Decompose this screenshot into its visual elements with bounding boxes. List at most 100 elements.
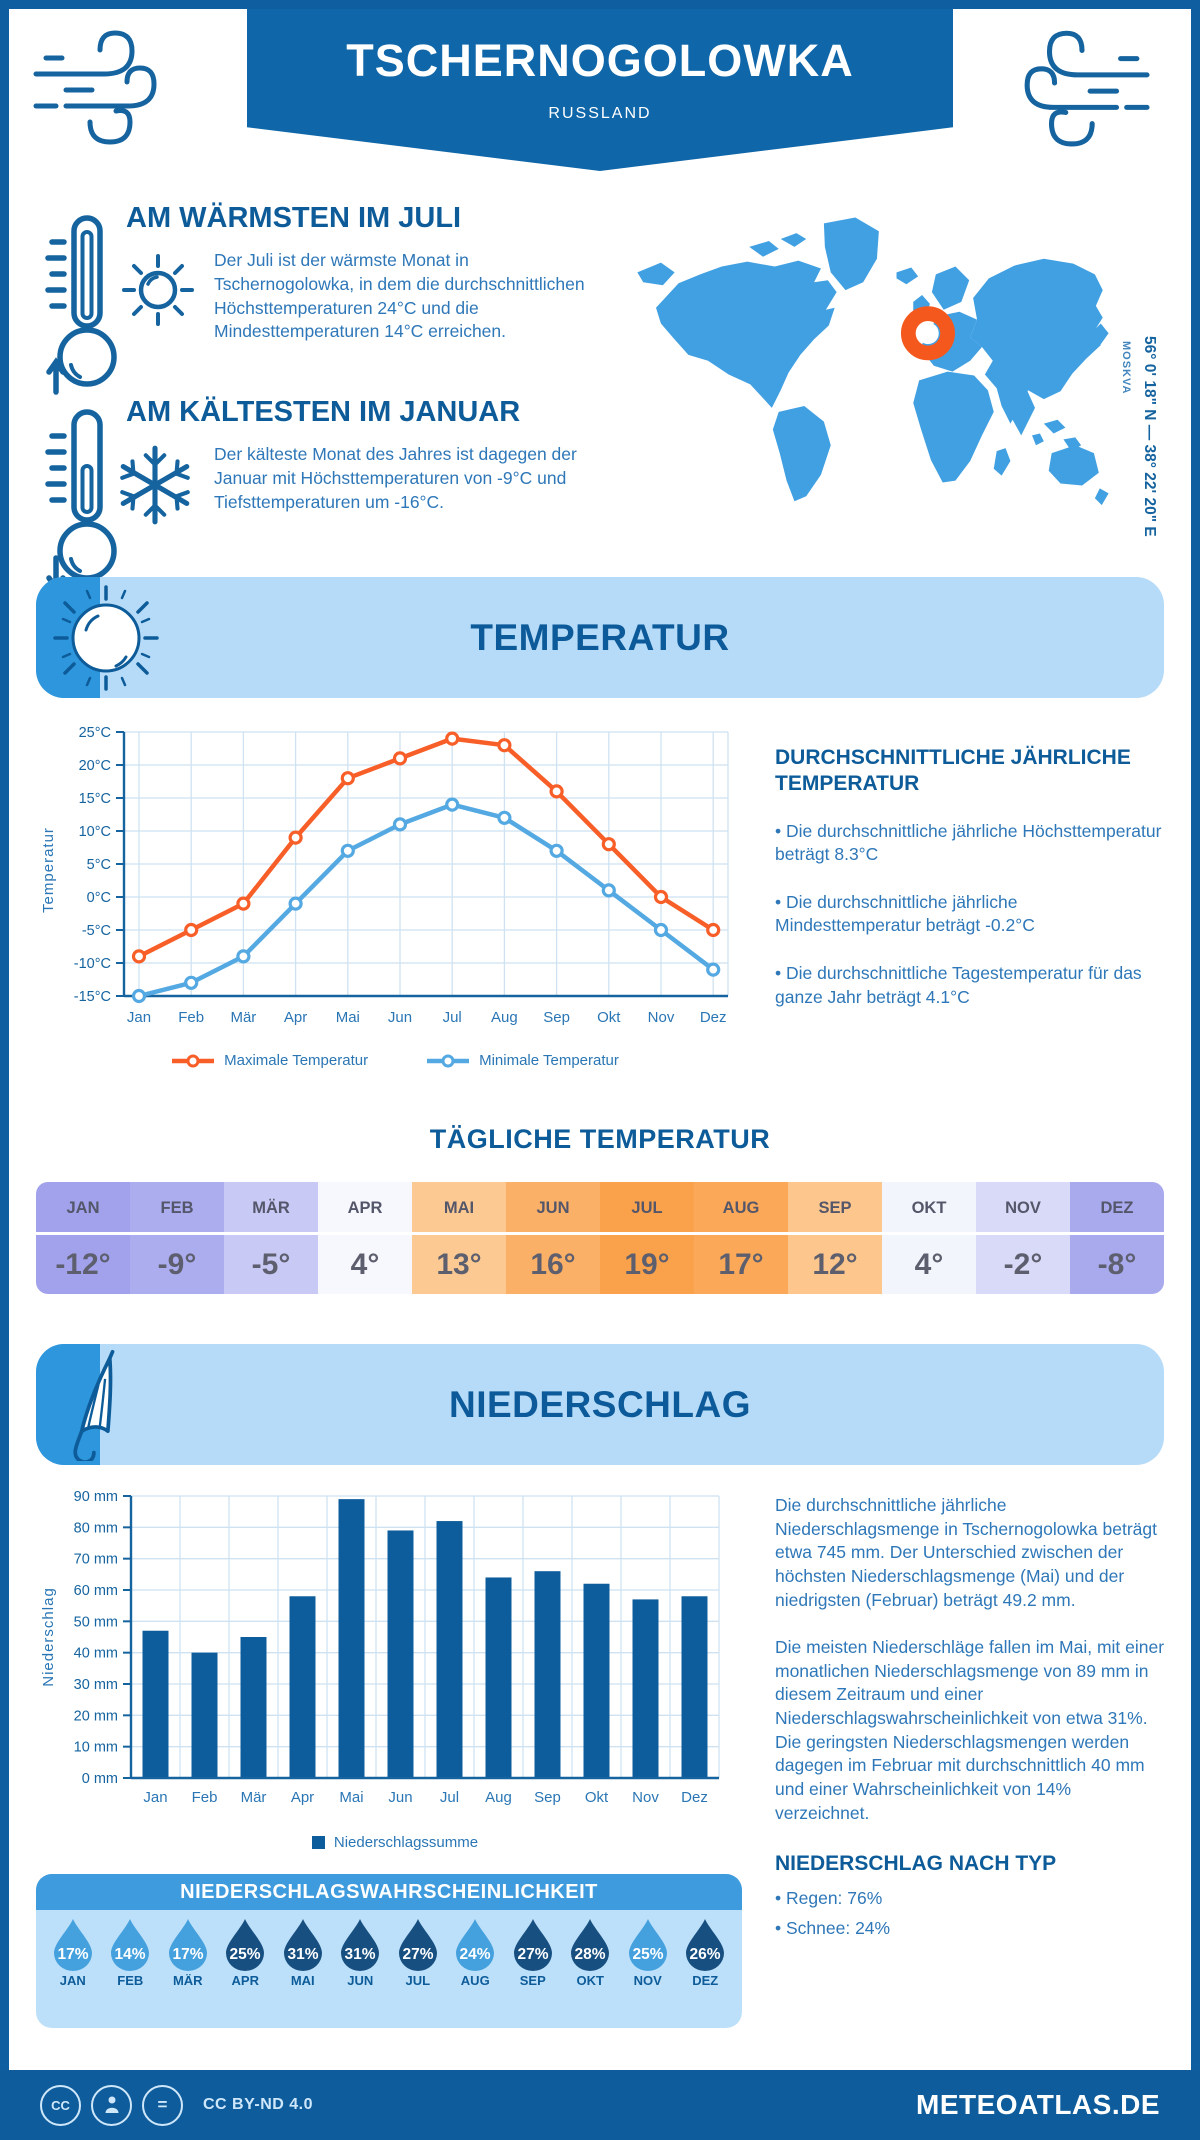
daily-month: JUN	[536, 1199, 570, 1217]
droplet-icon: 14%	[111, 1919, 150, 1971]
svg-text:5°C: 5°C	[87, 857, 111, 873]
legend-item: Maximale Temperatur	[171, 1052, 368, 1069]
droplet-month: MAI	[290, 1973, 315, 1988]
x-tick-Aug: Aug	[485, 1789, 512, 1806]
point-Mai	[340, 771, 355, 786]
droplet-month: AUG	[460, 1973, 490, 1988]
annual-temperature-block: DURCHSCHNITTLICHE JÄHRLICHE TEMPERATUR •…	[775, 745, 1167, 1009]
svg-text:-15°C: -15°C	[74, 989, 111, 1005]
daily-cell-SEP: SEP 12°	[788, 1182, 882, 1294]
x-tick-Feb: Feb	[192, 1789, 218, 1806]
daily-value: -2°	[1003, 1247, 1043, 1281]
droplet-icon: 27%	[513, 1919, 552, 1971]
svg-text:25%: 25%	[632, 1946, 663, 1963]
svg-text:-10°C: -10°C	[74, 956, 111, 972]
droplet-month: JAN	[59, 1973, 86, 1988]
continents	[637, 217, 1109, 506]
daily-cell-OKT: OKT 4°	[882, 1182, 976, 1294]
svg-text:25°C: 25°C	[79, 725, 111, 741]
svg-text:80 mm: 80 mm	[74, 1520, 118, 1536]
license-label: CC BY-ND 4.0	[203, 2096, 314, 2113]
point-Sep	[549, 784, 564, 799]
x-tick-Mär: Mär	[230, 1009, 256, 1026]
daily-value: 4°	[914, 1247, 944, 1281]
point-Okt	[601, 883, 616, 898]
daily-cell-DEZ: DEZ -8°	[1070, 1182, 1164, 1294]
x-tick-Jun: Jun	[388, 1789, 412, 1806]
x-tick-Feb: Feb	[178, 1009, 204, 1026]
point-Dez	[706, 922, 721, 938]
precipitation-chart-legend: Niederschlagssumme	[36, 1834, 754, 1851]
precipitation-detail: Die meisten Niederschläge fallen im Mai,…	[775, 1637, 1165, 1823]
annual-bullet: • Die durchschnittliche jährliche Mindes…	[775, 891, 1035, 936]
droplet-month: OKT	[576, 1973, 604, 1988]
svg-text:20°C: 20°C	[79, 758, 111, 774]
person-icon	[105, 2096, 118, 2113]
svg-text:10 mm: 10 mm	[74, 1740, 118, 1756]
probability-drop-SEP: 27% SEP	[504, 1916, 562, 1988]
point-Apr	[288, 830, 303, 845]
bar-Mai	[338, 1499, 365, 1778]
daily-value: -5°	[251, 1247, 291, 1281]
sun-banner-icon	[53, 585, 159, 691]
x-tick-Nov: Nov	[648, 1009, 675, 1026]
daily-temperature-heading: TÄGLICHE TEMPERATUR	[429, 1124, 771, 1154]
x-tick-Mär: Mär	[241, 1789, 267, 1806]
page-title: TSCHERNOGOLOWKA	[346, 35, 854, 86]
daily-value: 19°	[624, 1247, 670, 1281]
precipitation-type-heading: NIEDERSCHLAG NACH TYP	[775, 1852, 1057, 1876]
temperature-section-banner: TEMPERATUR	[36, 577, 1164, 698]
point-Mär	[236, 949, 251, 964]
droplet-month: DEZ	[692, 1973, 719, 1988]
attribution-icon	[91, 2084, 132, 2126]
umbrella-banner-icon	[73, 1349, 115, 1461]
daily-value: 13°	[436, 1247, 482, 1281]
nd-icon: =	[142, 2084, 183, 2126]
droplet-icon: 31%	[283, 1919, 322, 1971]
probability-drop-AUG: 24% AUG	[447, 1916, 505, 1988]
svg-text:25%: 25%	[230, 1946, 261, 1963]
precipitation-probability-panel: NIEDERSCHLAGSWAHRSCHEINLICHKEIT 17% JAN 14…	[36, 1874, 742, 2028]
thermometer-up-icon	[45, 215, 117, 395]
annual-bullet: • Die durchschnittliche Tagestemperatur …	[775, 963, 1142, 1007]
cc-icon: CC	[40, 2084, 81, 2126]
wind-icon	[1024, 30, 1150, 147]
location-marker	[900, 306, 955, 361]
x-tick-Okt: Okt	[585, 1789, 609, 1806]
daily-cell-JUN: JUN 16°	[506, 1182, 600, 1294]
point-Jan	[131, 988, 147, 1004]
snowflake-icon	[120, 445, 190, 525]
svg-text:27%: 27%	[402, 1946, 433, 1963]
droplet-month: MÄR	[172, 1973, 203, 1988]
droplet-icon: 25%	[628, 1919, 667, 1971]
series-Maximale Temperatur	[131, 731, 721, 964]
point-Feb	[184, 922, 199, 938]
svg-text:28%: 28%	[575, 1946, 606, 1963]
x-tick-Nov: Nov	[632, 1789, 659, 1806]
svg-text:-5°C: -5°C	[82, 923, 111, 939]
temperature-line-chart: -15°C -10°C -5°C 0°C 5°C 10°C 15°C 20°C 25°C Jan F…	[40, 725, 729, 1026]
daily-value: 12°	[812, 1247, 858, 1281]
svg-text:26%: 26%	[690, 1946, 721, 1963]
point-Jul	[445, 797, 460, 812]
droplet-month: NOV	[633, 1973, 662, 1988]
point-Jun	[392, 751, 408, 766]
legend-item: Minimale Temperatur	[426, 1052, 619, 1069]
svg-text:14%: 14%	[115, 1946, 146, 1963]
probability-drop-MÄR: 17% MÄR	[159, 1916, 217, 1988]
droplet-month: SEP	[519, 1973, 546, 1988]
point-Okt	[601, 837, 616, 852]
daily-value: 16°	[530, 1247, 576, 1281]
footer-bar: CC = CC BY-ND 4.0 METEOATLAS.DE	[0, 2070, 1200, 2140]
svg-text:60 mm: 60 mm	[74, 1583, 118, 1599]
point-Mai	[340, 843, 355, 858]
annual-bullet: • Die durchschnittliche jährliche Höchst…	[775, 820, 1162, 865]
probability-drop-JAN: 17% JAN	[44, 1916, 102, 1988]
header-banner: TSCHERNOGOLOWKA RUSSLAND	[247, 9, 953, 171]
droplet-month: JUN	[347, 1973, 374, 1988]
probability-drop-NOV: 25% NOV	[619, 1916, 677, 1988]
daily-value: -8°	[1097, 1247, 1137, 1281]
svg-text:31%: 31%	[287, 1946, 318, 1963]
daily-value: -12°	[55, 1247, 111, 1281]
svg-text:90 mm: 90 mm	[74, 1489, 118, 1505]
